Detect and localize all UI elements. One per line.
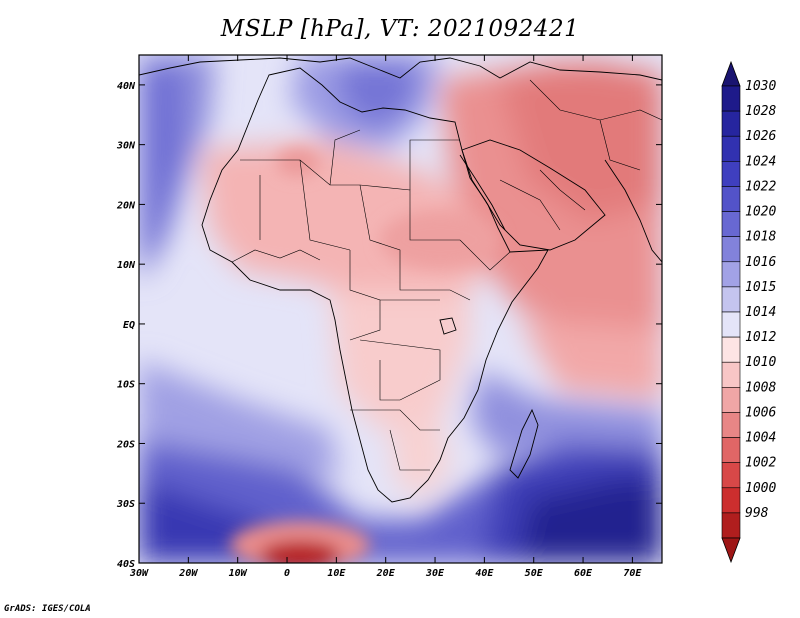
lon-tick-label: 70E [623,568,642,579]
lat-tick-label: EQ [123,320,135,331]
south-atlantic-low-core [260,541,340,563]
colorbar-label: 1016 [745,255,776,270]
africa-coastline [201,67,549,503]
lat-tick-label: 20S [116,439,135,450]
southeast-high-core [520,480,662,563]
colorbar-swatch [721,186,741,212]
colorbar-label: 1024 [745,154,776,169]
lat-tick-label: 40S [117,559,135,570]
central-africa-low [330,290,470,430]
lon-tick-label: 60E [574,568,593,579]
lat-tick-label: 30N [116,141,136,152]
lon-tick-label: 20E [376,568,396,579]
south-atlantic-mid [139,360,340,480]
colorbar-label: 1014 [745,305,776,320]
lat-tick-label: 10N [117,260,136,271]
lat-tick-label: 40N [117,81,136,92]
lake-victoria [439,317,457,335]
indian-ocean-mid [470,370,662,460]
colorbar-swatch [721,286,741,313]
lat-tick-label: 20N [116,200,136,211]
colorbar-swatch [721,211,741,237]
colorbar-swatch [721,361,741,388]
pressure-field [139,55,662,563]
colorbar-swatch [721,161,741,187]
colorbar-top-arrow [721,60,741,87]
arabia-coastline [461,139,606,251]
colorbar: 1030 1028 1026 1024 1022 1020 1018 1016 1015 1014… [721,60,776,564]
colorbar-swatch [721,110,741,137]
colorbar-swatch [721,412,741,438]
colorbar-swatch [721,387,741,413]
indian-ocean-low [520,320,662,400]
colorbar-swatch [721,336,741,363]
lon-tick-label: 10E [327,568,346,579]
lat-tick-label: 10S [117,380,135,391]
sahara-hot-spot [276,148,320,176]
atlantic-high-west [139,60,185,260]
colorbar-bottom-arrow [721,537,741,564]
lon-tick-label: 50E [525,568,544,579]
colorbar-swatch [721,512,741,539]
colorbar-label: 998 [745,506,769,521]
red-sea-coast [459,154,506,231]
colorbar-label: 1015 [745,280,776,295]
coastlines [139,57,662,503]
colorbar-label: 1028 [745,104,776,119]
colorbar-label: 1030 [745,79,776,94]
india-coastline [604,159,662,263]
colorbar-label: 1004 [745,431,776,446]
colorbar-label: 1012 [745,330,776,345]
lon-tick-label: 40E [475,568,494,579]
colorbar-label: 1006 [745,405,776,420]
colorbar-swatch [721,311,741,338]
map-title: MSLP [hPa], VT: 2021092421 [220,16,580,42]
lon-tick-label: 20W [178,568,198,579]
map-frame [138,54,663,564]
colorbar-swatch [721,487,741,514]
colorbar-label: 1010 [745,355,776,370]
europe-coastline [139,57,662,81]
lat-tick-label: 30S [116,499,135,510]
south-africa-low [390,420,450,500]
colorbar-label: 1022 [745,179,776,194]
colorbar-swatch [721,135,741,162]
colorbar-label: 1000 [745,481,776,496]
colorbar-label: 1026 [745,129,776,144]
madagascar-coastline [509,408,539,479]
colorbar-swatch [721,462,741,489]
iran-low [500,60,662,220]
colorbar-label: 1020 [745,205,776,220]
colorbar-swatch [721,437,741,463]
lon-tick-label: 0 [284,568,290,579]
lon-tick-label: 30W [129,568,149,579]
colorbar-label: 1018 [745,230,776,245]
colorbar-swatch [721,261,741,288]
grads-credit: GrADS: IGES/COLA [4,604,91,614]
colorbar-label: 1002 [745,456,776,471]
colorbar-label: 1008 [745,380,776,395]
lon-tick-label: 30E [425,568,445,579]
colorbar-swatch [721,85,741,112]
colorbar-swatch [721,236,741,263]
lon-tick-label: 10W [229,568,248,579]
country-borders [231,79,662,471]
axis-ticks: 30W 20W 10W 0 10E 20E 30E 40E 50E 60E 70E 40N 30N 20N… [116,55,662,579]
